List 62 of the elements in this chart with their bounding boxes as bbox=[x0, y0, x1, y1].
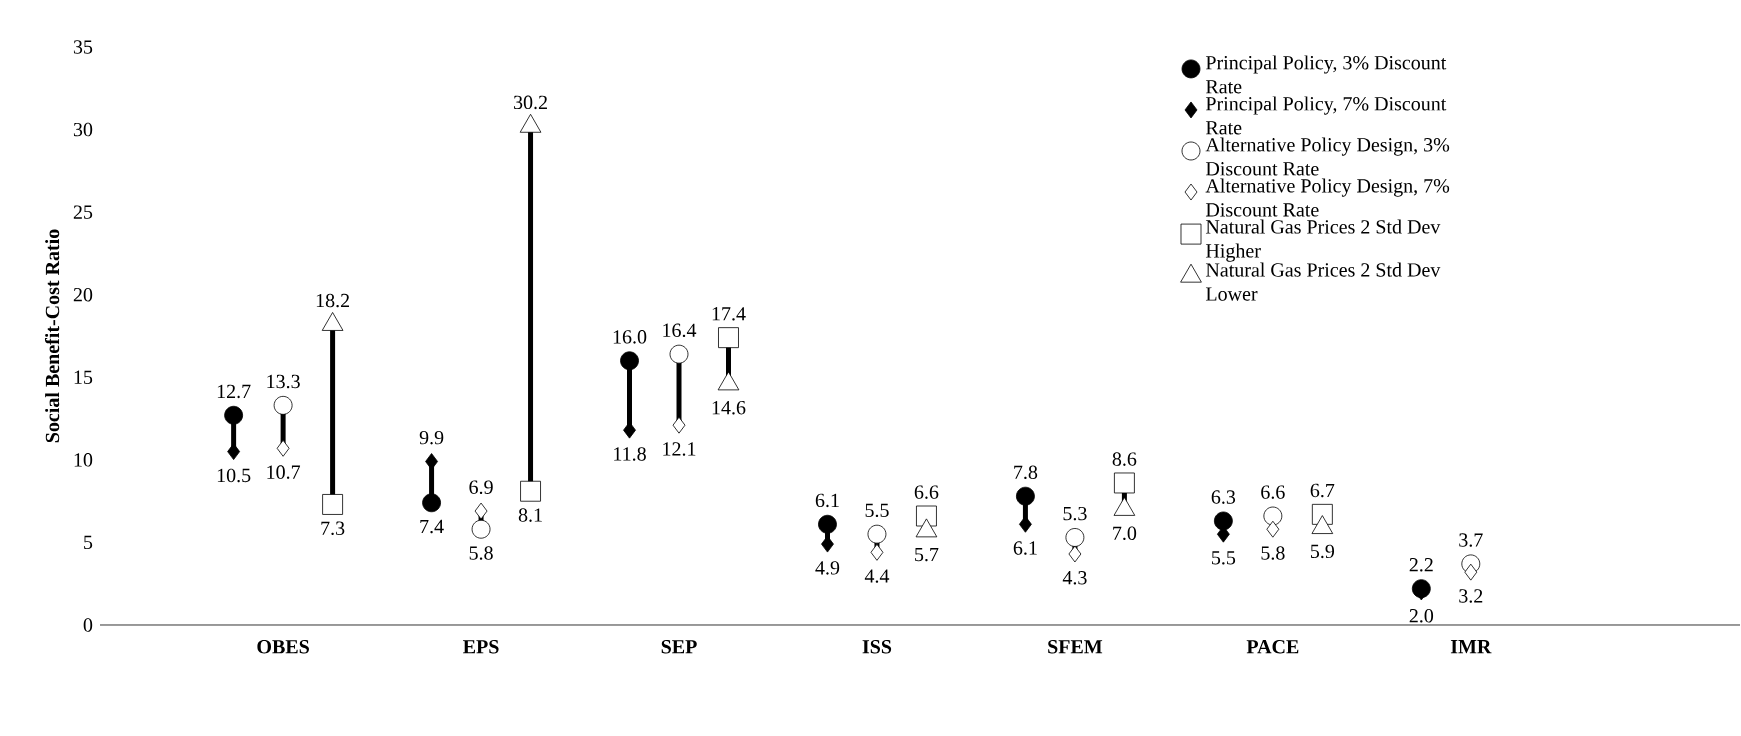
x-tick-label: OBES bbox=[257, 640, 309, 654]
data-label: 7.3 bbox=[321, 521, 345, 536]
data-label: 18.2 bbox=[316, 293, 350, 308]
legend-label: Alternative Policy Design, 7% Discount Rate bbox=[1205, 178, 1450, 217]
y-axis-title: Social Benefit-Cost Ratio bbox=[44, 229, 60, 443]
data-label: 11.8 bbox=[614, 447, 646, 461]
data-label: 2.2 bbox=[1409, 558, 1433, 572]
y-tick-label: 10 bbox=[74, 453, 93, 467]
x-tick-label: SEP bbox=[661, 640, 697, 654]
data-label: 8.6 bbox=[1112, 452, 1137, 466]
data-label: 3.2 bbox=[1459, 589, 1483, 603]
data-label: 6.6 bbox=[914, 485, 939, 499]
data-label: 12.1 bbox=[663, 442, 696, 456]
data-label: 5.3 bbox=[1063, 506, 1087, 521]
data-label: 14.6 bbox=[712, 400, 746, 415]
legend-label: Natural Gas Prices 2 Std Dev Higher bbox=[1205, 219, 1441, 262]
data-label: 7.0 bbox=[1113, 526, 1137, 541]
data-label: 6.9 bbox=[469, 480, 493, 494]
data-label: 7.4 bbox=[420, 519, 444, 534]
data-label: 5.8 bbox=[469, 546, 493, 560]
data-label: 6.1 bbox=[1013, 541, 1037, 555]
x-tick-label: PACE bbox=[1246, 640, 1299, 654]
data-label: 2.0 bbox=[1409, 609, 1434, 623]
data-label: 5.7 bbox=[915, 547, 939, 562]
data-label: 6.7 bbox=[1310, 483, 1335, 498]
data-label: 5.8 bbox=[1261, 546, 1285, 560]
data-label: 5.5 bbox=[865, 503, 889, 518]
data-label: 30.2 bbox=[514, 95, 547, 110]
data-label: 17.4 bbox=[712, 307, 746, 321]
y-tick-label: 0 bbox=[83, 618, 93, 632]
data-label: 6.1 bbox=[815, 493, 839, 508]
data-label: 4.3 bbox=[1062, 571, 1087, 585]
data-label: 10.5 bbox=[217, 468, 251, 483]
legend-label: Natural Gas Prices 2 Std Dev Lower bbox=[1205, 262, 1441, 301]
data-label: 7.8 bbox=[1014, 465, 1038, 480]
legend-label: Alternative Policy Design, 3% Discount Rate bbox=[1205, 137, 1450, 176]
y-tick-label: 15 bbox=[74, 370, 93, 384]
data-label: 16.4 bbox=[663, 323, 697, 338]
x-tick-label: SFEM bbox=[1048, 640, 1103, 654]
data-label: 9.9 bbox=[419, 430, 444, 445]
y-tick-label: 5 bbox=[84, 535, 93, 550]
legend-label: Principal Policy, 3% Discount Rate bbox=[1205, 55, 1447, 94]
data-label: 12.7 bbox=[217, 384, 251, 399]
data-label: 6.3 bbox=[1211, 490, 1236, 504]
legend-label: Principal Policy, 7% Discount Rate bbox=[1205, 96, 1447, 135]
data-label: 8.1 bbox=[518, 508, 542, 522]
data-label: 4.4 bbox=[864, 569, 890, 583]
data-label: 6.6 bbox=[1261, 485, 1285, 499]
data-label: 13.3 bbox=[267, 374, 300, 389]
data-label: 10.7 bbox=[267, 465, 301, 479]
x-tick-label: ISS bbox=[862, 640, 892, 654]
data-label: 3.7 bbox=[1459, 533, 1483, 547]
y-tick-label: 20 bbox=[73, 287, 93, 302]
y-tick-label: 30 bbox=[73, 122, 93, 137]
y-tick-label: 25 bbox=[73, 205, 93, 219]
data-label: 5.9 bbox=[1311, 544, 1335, 559]
data-label: 16.0 bbox=[613, 330, 647, 344]
x-tick-label: EPS bbox=[463, 640, 499, 654]
y-tick-label: 35 bbox=[73, 40, 93, 54]
x-tick-label: IMR bbox=[1450, 640, 1492, 654]
data-label: 4.9 bbox=[815, 561, 840, 575]
data-label: 5.5 bbox=[1212, 551, 1236, 565]
